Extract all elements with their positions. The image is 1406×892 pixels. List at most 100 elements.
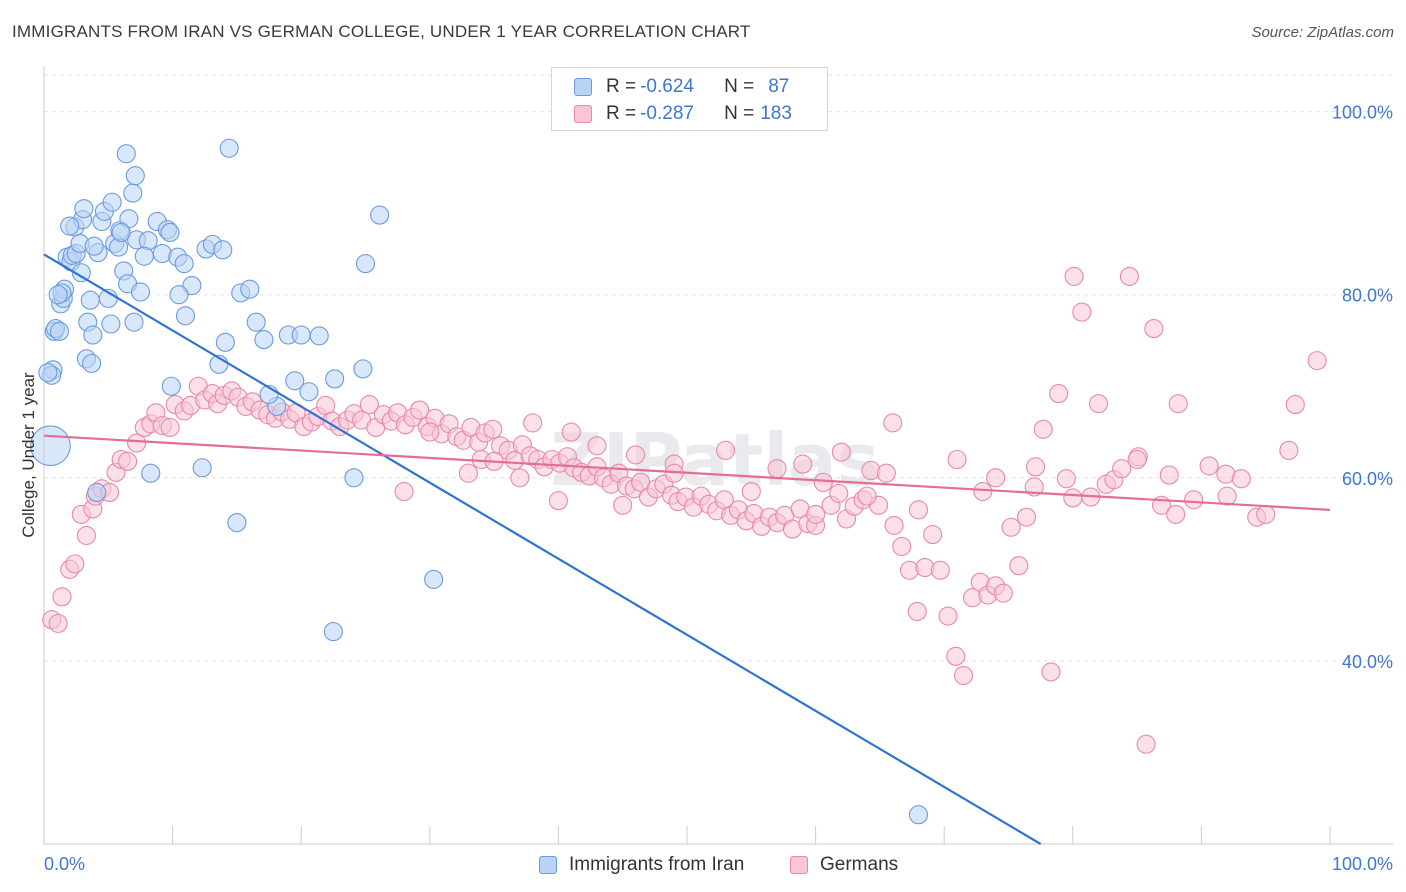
x-tick-label-max: 100.0%: [1332, 854, 1393, 874]
germans-point: [483, 419, 503, 439]
iran-point: [161, 376, 181, 396]
germans-point: [118, 451, 138, 471]
germans-point: [1285, 395, 1305, 415]
germans-point: [458, 463, 478, 483]
r-label: R =: [606, 103, 637, 124]
germans-point: [394, 481, 414, 502]
iran-point: [38, 362, 58, 383]
legend-item-germans[interactable]: Germans: [790, 851, 898, 879]
iran-point: [60, 216, 80, 236]
germans-point: [806, 504, 826, 524]
iran-point: [192, 458, 212, 478]
trend-lines: [43, 253, 1331, 845]
germans-point: [76, 525, 96, 546]
r-label: R =: [606, 76, 637, 97]
germans-point: [52, 587, 72, 607]
germans-point: [716, 440, 736, 460]
germans-point: [1127, 449, 1147, 470]
iran-point: [169, 285, 189, 305]
germans-point: [930, 560, 950, 580]
germans-point: [1159, 465, 1179, 485]
iran-point: [370, 205, 390, 225]
germans-point: [510, 468, 530, 488]
n-label: N =: [724, 76, 755, 97]
iran-point: [246, 312, 266, 332]
germans-point: [1256, 504, 1276, 524]
source-label: Source: ZipAtlas.com: [1251, 24, 1394, 41]
germans-point: [831, 442, 851, 462]
germans-point: [48, 613, 68, 633]
iran-point: [174, 254, 194, 274]
legend-item-iran[interactable]: Immigrants from Iran: [539, 851, 744, 879]
germans-point: [1231, 469, 1251, 489]
germans-point: [160, 417, 180, 438]
germans-point: [1088, 394, 1109, 414]
iran-point: [116, 144, 136, 164]
iran-point: [102, 192, 122, 212]
germans-point: [626, 445, 646, 465]
germans-point: [1217, 486, 1237, 506]
y-tick-label: 60.0%: [1342, 469, 1393, 489]
germans-point: [409, 400, 430, 420]
germans-point: [923, 525, 943, 545]
iran-point: [355, 254, 376, 274]
germans-point: [613, 495, 633, 515]
germans-point: [908, 500, 929, 520]
germans-point: [1041, 662, 1061, 682]
iran-point: [124, 312, 144, 332]
iran-point: [48, 285, 68, 305]
germans-point: [1112, 459, 1132, 479]
germans-point: [876, 463, 896, 483]
iran-point: [240, 279, 260, 299]
germans-point: [946, 646, 966, 666]
germans-point: [359, 395, 379, 415]
iran-swatch: [574, 78, 592, 96]
iran-point: [123, 183, 143, 203]
germans-point: [1009, 556, 1029, 576]
iran-point: [74, 199, 94, 219]
germans-point: [523, 413, 543, 433]
germans-point: [1063, 488, 1083, 508]
iran-point: [130, 282, 150, 302]
iran-point: [101, 314, 121, 334]
iran-point: [80, 290, 100, 310]
iran-point: [323, 622, 343, 642]
chart-title: IMMIGRANTS FROM IRAN VS GERMAN COLLEGE, …: [12, 22, 751, 41]
iran-point: [299, 382, 319, 402]
iran-point: [175, 306, 196, 326]
germans-point: [587, 436, 607, 456]
n-value: 183: [760, 103, 792, 124]
iran-point: [344, 468, 364, 488]
germans-point: [1199, 456, 1219, 476]
r-value: -0.624: [640, 76, 694, 97]
germans-point: [1056, 469, 1076, 489]
germans-point: [1136, 734, 1156, 754]
grid-lines: [44, 74, 1393, 662]
iran-point: [71, 263, 91, 283]
germans-point: [857, 486, 877, 506]
germans-point: [993, 583, 1013, 603]
iran-point: [325, 369, 345, 389]
iran-point: [213, 240, 233, 260]
iran-point: [82, 353, 102, 373]
germans-point: [1119, 266, 1139, 286]
germans-swatch: [574, 105, 592, 123]
germans-point: [1064, 266, 1084, 286]
iran-point: [49, 321, 69, 341]
germans-point: [1016, 507, 1037, 527]
iran-point: [87, 482, 107, 503]
germans-point: [892, 536, 912, 557]
germans-point: [1184, 490, 1204, 510]
iran-point: [182, 276, 202, 296]
n-value: 87: [768, 76, 790, 97]
germans-point: [1025, 457, 1046, 477]
iran-trend-line: [43, 253, 1042, 845]
iran-point: [141, 463, 161, 483]
germans-point: [1049, 384, 1069, 404]
iran-point: [227, 513, 247, 533]
germans-point: [1144, 319, 1164, 339]
iran-point: [125, 166, 145, 186]
iran-point: [111, 222, 131, 243]
germans-legend-label: Germans: [820, 854, 899, 875]
